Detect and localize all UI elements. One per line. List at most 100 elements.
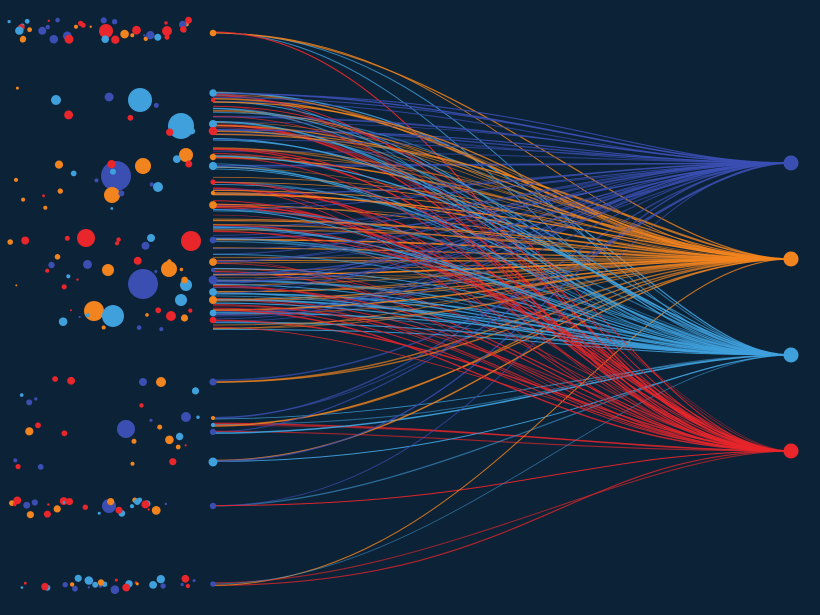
scatter-dot	[184, 444, 187, 447]
scatter-dot	[34, 397, 38, 401]
flow-line	[212, 129, 792, 356]
scatter-dot	[154, 33, 162, 41]
scatter-bubble	[102, 264, 114, 276]
scatter-dot	[61, 284, 67, 290]
scatter-bubble	[84, 301, 104, 321]
flow-line	[212, 147, 792, 260]
scatter-dot	[141, 241, 150, 250]
scatter-dot	[15, 26, 24, 35]
scatter-dot	[80, 22, 86, 28]
flow-line	[212, 107, 792, 356]
scatter-dot	[159, 327, 164, 332]
flow-line	[212, 93, 792, 164]
source-node	[209, 502, 217, 510]
source-node	[209, 120, 217, 128]
scatter-dot	[26, 399, 33, 406]
flow-line	[212, 230, 792, 452]
scatter-dot	[110, 168, 116, 175]
scatter-dot	[101, 325, 106, 330]
scatter-dot	[164, 502, 168, 506]
scatter-dot	[74, 24, 78, 29]
flow-line	[212, 121, 792, 356]
scatter-bubbles-group	[7, 16, 201, 594]
scatter-dot	[149, 581, 158, 589]
scatter-dot	[115, 506, 123, 514]
source-node	[210, 581, 216, 587]
scatter-dot	[146, 31, 155, 40]
scatter-dot	[62, 501, 66, 504]
source-node	[208, 161, 218, 171]
flow-line	[212, 258, 792, 326]
scatter-dot	[179, 267, 184, 272]
scatter-dot	[48, 261, 55, 269]
flow-line	[212, 210, 792, 356]
source-node	[209, 258, 217, 266]
scatter-dot	[66, 274, 71, 279]
scatter-dot	[84, 576, 94, 585]
scatter-dot	[169, 458, 177, 466]
scatter-bubble	[161, 261, 177, 277]
scatter-dot	[165, 435, 174, 445]
scatter-dot	[83, 259, 92, 269]
source-node	[210, 97, 216, 103]
scatter-dot	[14, 177, 18, 182]
flow-line	[212, 450, 792, 584]
scatter-bubble	[175, 294, 187, 306]
scatter-dot	[85, 313, 90, 318]
scatter-dot	[21, 236, 30, 245]
scatter-dot	[52, 376, 58, 382]
scatter-bubble	[153, 182, 163, 192]
scatter-bubble	[104, 187, 120, 203]
scatter-dot	[107, 160, 116, 169]
scatter-dot	[141, 500, 150, 509]
scatter-dot	[135, 582, 139, 586]
scatter-bubble	[162, 26, 172, 36]
scatter-dot	[59, 497, 68, 506]
scatter-dot	[43, 510, 51, 518]
flow-line	[212, 107, 792, 356]
scatter-bubble	[117, 420, 135, 438]
source-node	[209, 316, 217, 324]
scatter-dot	[27, 27, 32, 33]
flow-line	[212, 354, 792, 434]
flow-line	[212, 138, 792, 164]
scatter-dot	[111, 35, 120, 44]
flow-line	[212, 139, 792, 356]
scatter-bubble	[77, 229, 95, 247]
flow-line	[212, 283, 792, 356]
scatter-dot	[15, 464, 21, 470]
scatter-dot	[134, 498, 141, 506]
scatter-dot	[143, 36, 148, 41]
scatter-dot	[87, 586, 91, 589]
orange-target-node	[783, 251, 799, 267]
scatter-bubble	[156, 377, 166, 387]
source-node	[209, 201, 217, 209]
source-node	[210, 422, 216, 428]
scatter-dot	[155, 307, 162, 314]
scatter-dot	[133, 256, 142, 265]
source-node	[209, 428, 217, 436]
source-node	[209, 309, 217, 317]
scatter-dot	[151, 506, 161, 515]
scatter-dot	[7, 20, 11, 24]
scatter-dot	[149, 182, 154, 187]
scatter-dot	[19, 393, 24, 397]
scatter-dot	[131, 438, 137, 444]
flow-line	[212, 97, 792, 164]
scatter-dot	[154, 270, 158, 273]
scatter-dot	[49, 34, 59, 44]
scatter-dot	[149, 418, 153, 422]
flow-line	[212, 162, 792, 250]
flow-line	[212, 162, 792, 317]
scatter-dot	[13, 458, 18, 463]
flow-line	[212, 218, 792, 260]
scatter-dot	[122, 583, 131, 592]
scatter-dot	[129, 504, 135, 509]
scatter-dot	[70, 170, 77, 177]
light-blue-target-node	[783, 347, 799, 363]
scatter-dot	[64, 34, 74, 44]
flow-line	[212, 354, 792, 426]
flow-line	[212, 258, 792, 264]
scatter-bubble	[128, 269, 158, 299]
